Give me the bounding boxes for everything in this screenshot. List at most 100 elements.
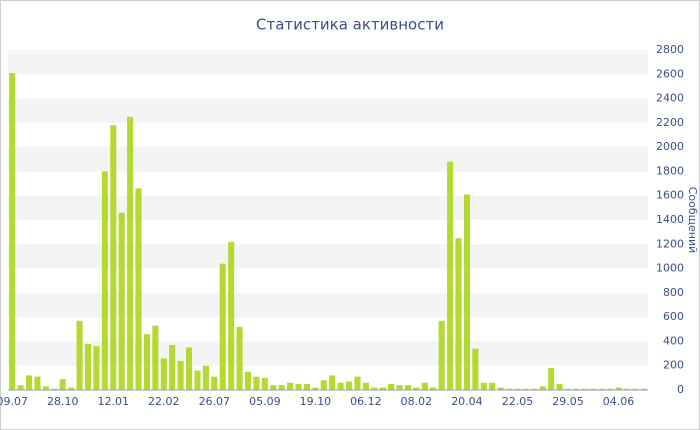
x-tick-label: 09.07 <box>0 395 28 408</box>
bar <box>632 388 639 390</box>
y-tick-label: 2400 <box>656 92 684 105</box>
bar <box>135 188 142 390</box>
bar <box>607 388 614 390</box>
bar <box>42 386 49 390</box>
bar <box>152 325 159 390</box>
bar <box>287 382 294 390</box>
bar <box>127 116 134 391</box>
bar <box>531 388 538 390</box>
bar <box>143 334 150 390</box>
bar <box>564 388 572 390</box>
bar <box>118 212 125 390</box>
bar <box>84 343 92 390</box>
y-tick-label: 400 <box>663 334 684 347</box>
bar <box>186 347 193 390</box>
grid-band <box>8 50 648 75</box>
y-tick-label: 2800 <box>656 43 684 56</box>
x-tick-label: 04.06 <box>603 395 635 408</box>
bar <box>169 345 176 390</box>
x-tick-label: 20.04 <box>451 395 483 408</box>
bar <box>110 125 117 391</box>
y-tick-label: 0 <box>677 383 684 396</box>
bar <box>371 387 378 390</box>
bar <box>472 348 479 390</box>
bar <box>354 376 361 390</box>
x-tick-label: 22.02 <box>148 395 180 408</box>
bar <box>623 388 630 390</box>
bar <box>421 382 428 390</box>
bar <box>329 375 336 390</box>
bar <box>413 387 420 390</box>
bar <box>640 388 647 390</box>
bar <box>177 360 184 390</box>
bar <box>76 320 83 390</box>
bar <box>447 161 454 390</box>
bar <box>253 376 260 390</box>
bar <box>590 388 597 390</box>
bar <box>101 171 108 390</box>
x-tick-label: 06.12 <box>350 395 382 408</box>
bar <box>236 326 243 390</box>
bar <box>320 380 327 390</box>
bar <box>312 387 319 390</box>
y-tick-label: 200 <box>663 359 684 372</box>
bar <box>68 387 75 390</box>
grid-band <box>8 98 648 123</box>
bar <box>463 194 470 390</box>
x-tick-label: 28.10 <box>47 395 79 408</box>
bar <box>202 365 209 390</box>
bar <box>548 368 555 390</box>
y-tick-label: 1000 <box>656 262 684 275</box>
bar <box>26 375 33 390</box>
bar <box>489 382 496 390</box>
bar <box>497 387 504 390</box>
bar <box>295 383 302 390</box>
y-tick-label: 600 <box>663 310 684 323</box>
x-tick-label: 12.01 <box>98 395 130 408</box>
bar <box>379 387 386 390</box>
x-tick-label: 19.10 <box>300 395 332 408</box>
bar <box>506 388 513 390</box>
bar <box>9 73 16 391</box>
bar <box>261 377 268 390</box>
bar <box>396 385 403 390</box>
bar <box>34 376 41 390</box>
bar <box>219 263 226 390</box>
bar <box>93 346 100 390</box>
y-tick-label: 1600 <box>656 189 684 202</box>
chart-title: Статистика активности <box>256 16 444 34</box>
bar <box>278 385 285 390</box>
y-tick-label: 1400 <box>656 213 684 226</box>
bar <box>522 388 529 390</box>
grid-band <box>8 147 648 172</box>
bar <box>438 320 445 390</box>
bar <box>388 383 395 390</box>
bar <box>404 385 412 390</box>
bar <box>598 388 605 390</box>
y-tick-label: 800 <box>663 286 684 299</box>
x-tick-label: 22.05 <box>502 395 534 408</box>
bar <box>17 385 24 390</box>
bar <box>211 376 218 390</box>
bar <box>303 383 310 390</box>
x-tick-label: 08.02 <box>401 395 433 408</box>
bar <box>539 386 546 390</box>
bar <box>270 385 277 390</box>
y-tick-label: 2000 <box>656 140 684 153</box>
bar <box>59 379 66 390</box>
bar <box>362 382 369 390</box>
bar <box>430 387 437 390</box>
bar <box>346 381 353 390</box>
bar <box>51 388 58 390</box>
bar <box>337 382 344 390</box>
y-tick-label: 1800 <box>656 164 684 177</box>
bar <box>581 388 588 390</box>
bar <box>455 238 462 390</box>
bar <box>244 371 252 390</box>
y-axis-label: Сообщений <box>686 187 699 254</box>
bar <box>573 388 580 390</box>
y-tick-label: 2600 <box>656 67 684 80</box>
bar <box>556 383 563 390</box>
bar <box>228 241 235 390</box>
